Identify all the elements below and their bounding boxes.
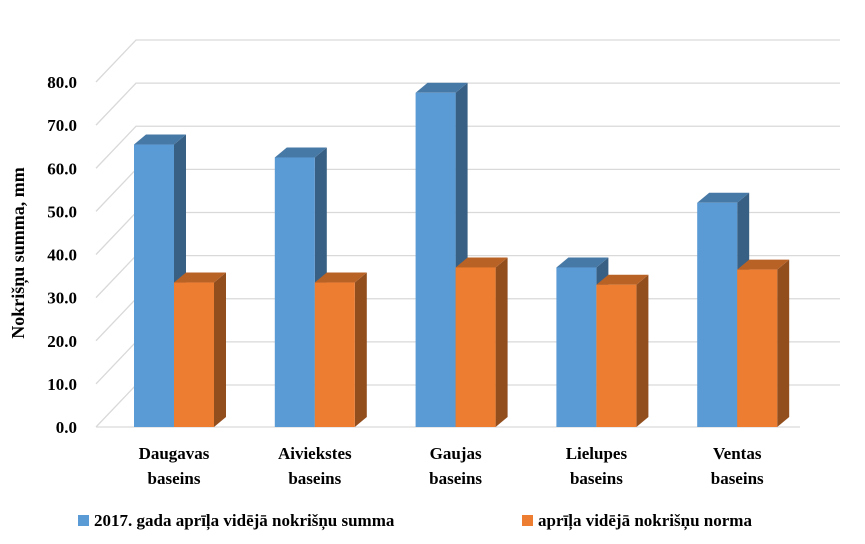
gridline [95, 82, 840, 126]
legend: 2017. gada aprīļa vidējā nokrišņu summa a… [78, 511, 752, 531]
x-category-label: baseins [288, 469, 341, 488]
bars [134, 82, 790, 427]
legend-label: 2017. gada aprīļa vidējā nokrišņu summa [94, 511, 395, 531]
x-category-label: baseins [429, 469, 482, 488]
bar [455, 257, 508, 427]
x-axis-categories: Daugavas baseins Aiviekstes baseins Gaujas ba… [139, 444, 764, 488]
x-category-label: Gaujas [430, 444, 482, 463]
y-tick-label: 30.0 [47, 289, 77, 308]
y-axis-title: Nokrišņu summa, mm [8, 167, 29, 339]
y-tick-label: 10.0 [47, 375, 77, 394]
legend-swatch [522, 515, 533, 526]
bar [596, 274, 649, 427]
y-tick-label: 80.0 [47, 73, 77, 92]
y-tick-label: 70.0 [47, 116, 77, 135]
x-category-label: Lielupes [566, 444, 628, 463]
x-category-label: baseins [148, 469, 201, 488]
y-axis-ticks: 0.0 10.0 20.0 30.0 40.0 50.0 60.0 70.0 80.0 [47, 73, 77, 437]
y-tick-label: 50.0 [47, 202, 77, 221]
y-tick-label: 20.0 [47, 332, 77, 351]
y-tick-label: 0.0 [56, 418, 77, 437]
x-category-label: Aiviekstes [278, 444, 352, 463]
x-category-label: Daugavas [139, 444, 210, 463]
y-tick-label: 40.0 [47, 246, 77, 265]
bar [174, 272, 226, 427]
x-category-label: baseins [711, 469, 764, 488]
y-tick-label: 60.0 [47, 159, 77, 178]
x-category-label: baseins [570, 469, 623, 488]
legend-swatch [78, 515, 89, 526]
bar [415, 82, 468, 427]
legend-label: aprīļa vidējā nokrišņu norma [538, 511, 752, 531]
gridline [95, 125, 840, 169]
gridline [95, 39, 840, 83]
bar [737, 259, 790, 427]
bar [314, 272, 367, 427]
x-category-label: Ventas [713, 444, 762, 463]
